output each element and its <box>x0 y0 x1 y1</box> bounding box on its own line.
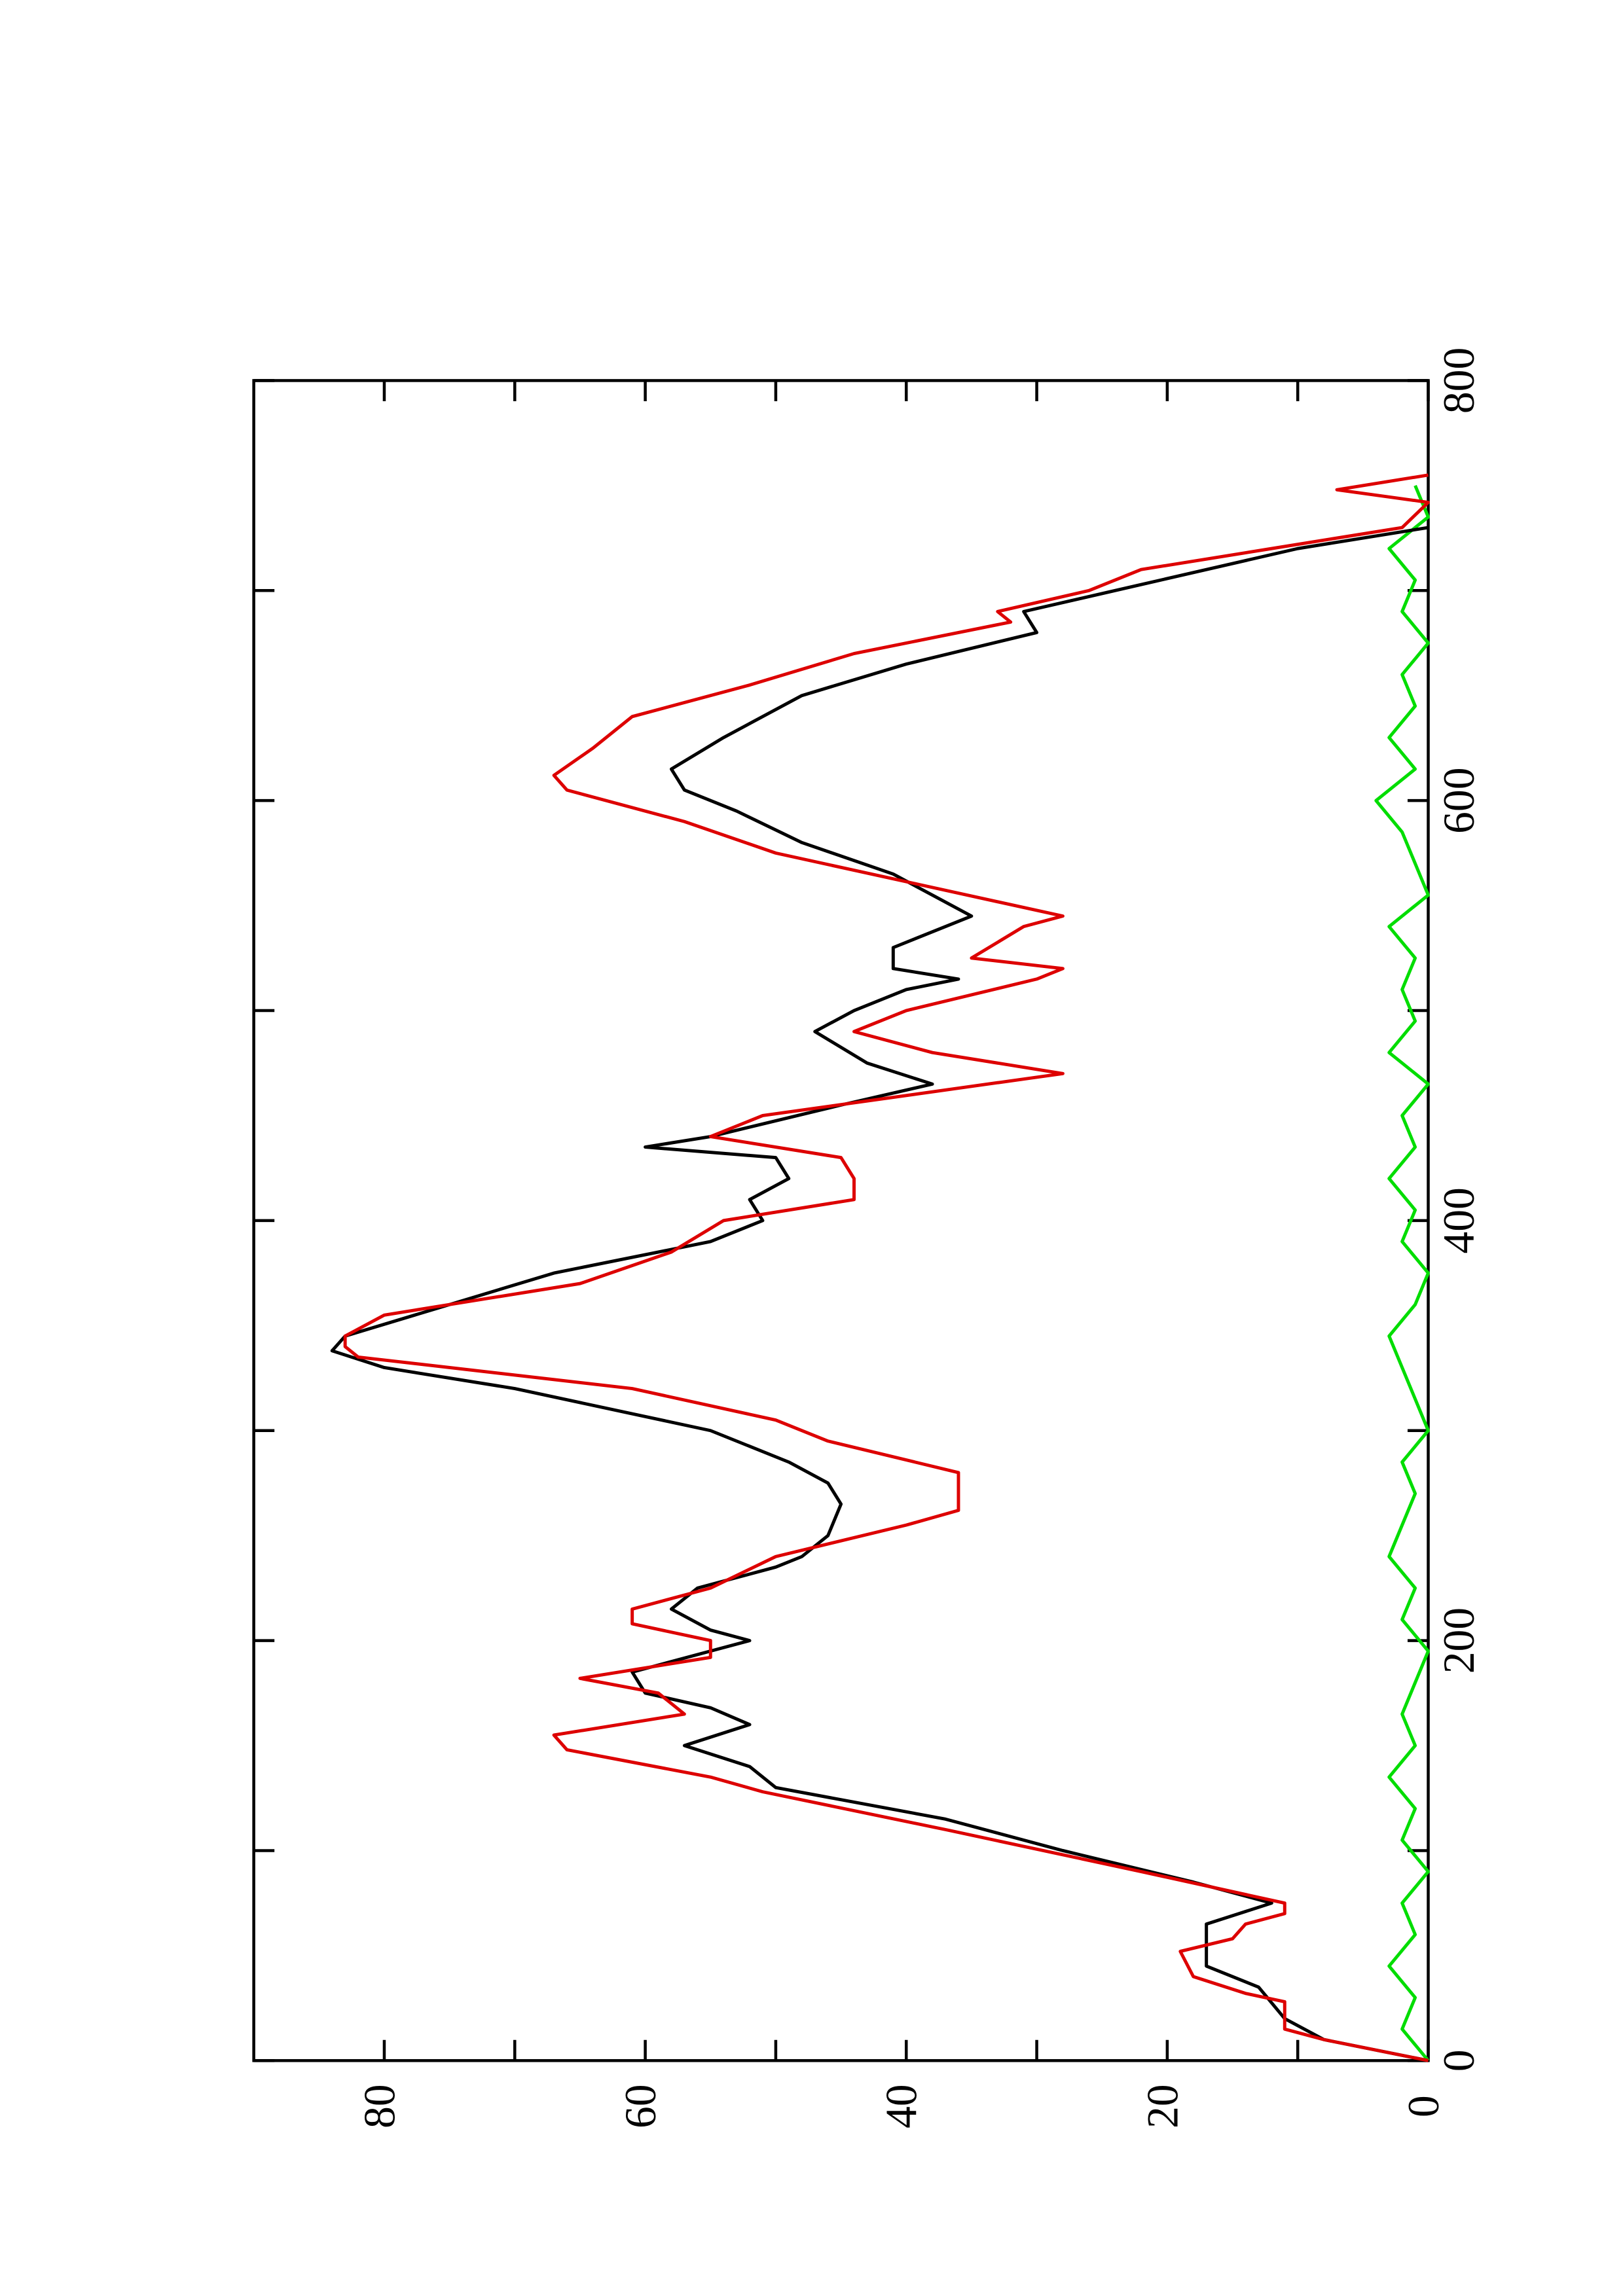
series-line <box>343 473 1430 2062</box>
y-tick-label: 60 <box>616 2084 665 2128</box>
y-tick-label: 40 <box>877 2084 926 2128</box>
x-tick-label: 800 <box>1434 348 1484 414</box>
series-line <box>330 526 1429 2062</box>
x-tick-label: 0 <box>1434 2049 1484 2072</box>
series-line <box>1374 484 1430 2062</box>
y-tick-label: 20 <box>1138 2084 1187 2128</box>
x-tick-label: 200 <box>1434 1607 1484 1674</box>
y-tick-label: 0 <box>1399 2095 1448 2117</box>
y-tick-label: 80 <box>355 2084 404 2128</box>
x-tick-label: 600 <box>1434 767 1484 833</box>
x-tick-label: 400 <box>1434 1187 1484 1253</box>
